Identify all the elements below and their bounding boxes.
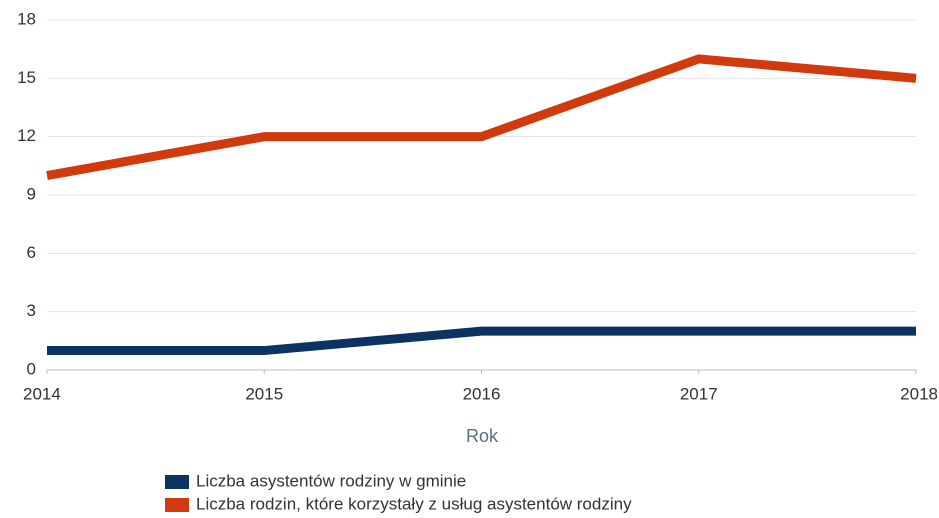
- x-tick-label: 2015: [245, 384, 283, 403]
- x-tick-label: 2016: [463, 384, 501, 403]
- legend-swatch: [165, 475, 189, 489]
- y-tick-label: 9: [27, 184, 36, 203]
- legend-swatch: [165, 498, 189, 512]
- series-line: [47, 326, 916, 356]
- y-tick-label: 15: [17, 68, 36, 87]
- x-tick-label: 2017: [680, 384, 718, 403]
- series-line: [46, 54, 917, 180]
- legend-label: Liczba asystentów rodziny w gminie: [196, 471, 466, 490]
- y-tick-label: 12: [17, 126, 36, 145]
- x-tick-label: 2014: [23, 384, 61, 403]
- x-axis-label: Rok: [466, 426, 499, 446]
- x-tick-label: 2018: [900, 384, 938, 403]
- y-tick-label: 0: [27, 359, 36, 378]
- y-tick-label: 3: [27, 301, 36, 320]
- y-tick-label: 18: [17, 9, 36, 28]
- y-tick-label: 6: [27, 243, 36, 262]
- legend-label: Liczba rodzin, które korzystały z usług …: [196, 494, 632, 513]
